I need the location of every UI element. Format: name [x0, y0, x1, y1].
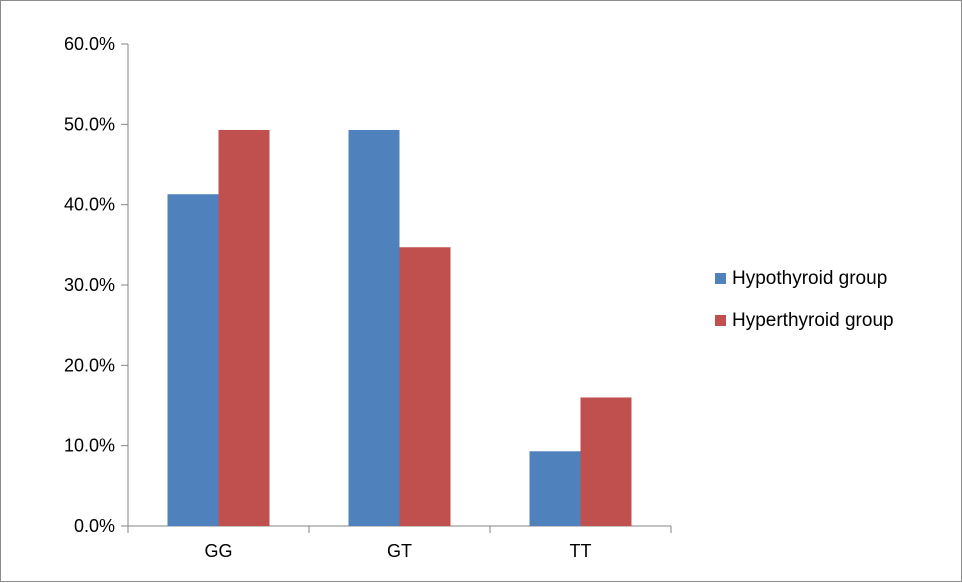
legend: Hypothyroid group Hyperthyroid group: [715, 268, 894, 331]
y-tick-label: 0.0%: [74, 516, 115, 536]
bar: [529, 451, 581, 526]
y-axis: 0.0% 10.0% 20.0% 30.0% 40.0% 50.0% 60.0%: [64, 34, 129, 536]
bar: [399, 247, 451, 526]
legend-swatch: [715, 273, 726, 284]
bar: [218, 129, 270, 526]
legend-label: Hypothyroid group: [732, 268, 887, 289]
x-axis: GG GT TT: [127, 525, 672, 561]
bar: [580, 397, 632, 526]
y-tick-label: 10.0%: [64, 436, 115, 456]
bar: [167, 194, 219, 526]
x-tick-label: GG: [204, 541, 232, 561]
bars: [167, 129, 632, 526]
y-tick-label: 20.0%: [64, 355, 115, 375]
y-tick-label: 50.0%: [64, 114, 115, 134]
bar: [348, 129, 400, 526]
legend-swatch: [715, 315, 726, 326]
legend-label: Hyperthyroid group: [732, 310, 894, 331]
x-tick-label: TT: [570, 541, 592, 561]
y-tick-label: 30.0%: [64, 275, 115, 295]
y-tick-label: 40.0%: [64, 195, 115, 215]
x-tick-label: GT: [387, 541, 412, 561]
y-tick-label: 60.0%: [64, 34, 115, 54]
